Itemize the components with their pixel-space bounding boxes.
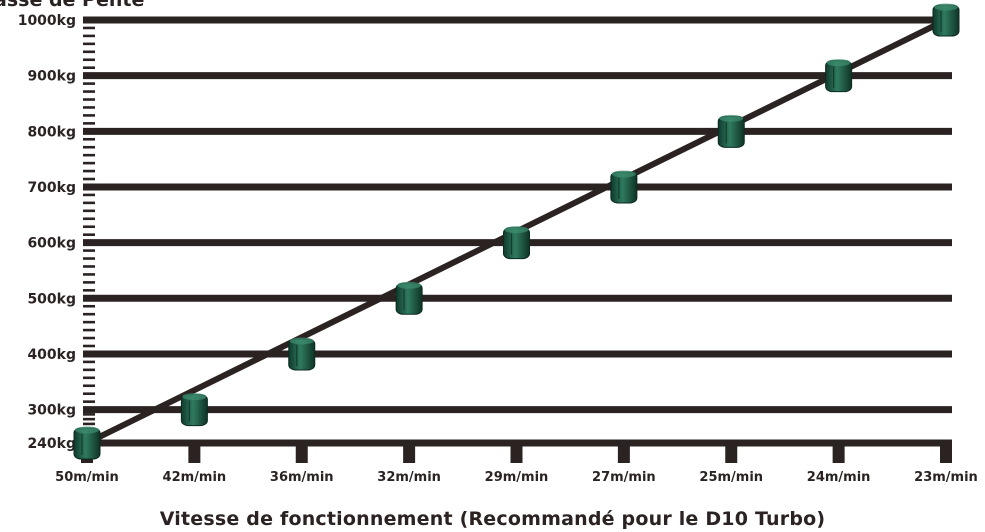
data-marker xyxy=(395,281,423,315)
x-axis-layer: 50m/min 42m/min 36m/min 32m/min 29m/min 27m/m… xyxy=(55,443,978,485)
y-axis-layer: 240kg 300kg 400kg 500kg 600kg 700kg 800kg 900kg… xyxy=(18,13,95,452)
x-tick-label: 50m/min xyxy=(55,470,119,485)
marker-cap xyxy=(504,226,529,234)
x-tick-label: 29m/min xyxy=(485,470,549,485)
y-tick-label: 800kg xyxy=(27,124,76,140)
chart-title: asse de Pente xyxy=(0,0,145,11)
y-tick-label: 300kg xyxy=(27,403,76,419)
marker-cap xyxy=(397,281,422,289)
x-tick-label: 25m/min xyxy=(699,470,763,485)
x-tick-label: 32m/min xyxy=(377,470,441,485)
y-tick-label: 900kg xyxy=(27,69,76,85)
marker-layer xyxy=(73,3,960,460)
x-tick-label: 24m/min xyxy=(807,470,871,485)
y-tick-label: 400kg xyxy=(27,347,76,363)
x-tick xyxy=(403,443,416,463)
x-tick xyxy=(617,443,630,463)
y-tick-label: 700kg xyxy=(27,180,76,196)
x-tick xyxy=(188,443,201,463)
marker-cap xyxy=(611,170,636,178)
data-marker xyxy=(288,337,316,371)
data-marker xyxy=(717,114,745,148)
x-tick xyxy=(832,443,845,463)
x-tick xyxy=(725,443,738,463)
data-marker xyxy=(610,170,638,204)
data-marker xyxy=(503,226,530,260)
x-tick xyxy=(940,443,952,463)
data-marker xyxy=(825,59,853,93)
y-tick-label: 500kg xyxy=(27,291,76,307)
x-tick xyxy=(295,443,308,463)
marker-cap xyxy=(934,3,958,11)
y-tick-label: 1000kg xyxy=(18,13,76,29)
marker-cap xyxy=(182,393,207,401)
marker-cap xyxy=(826,59,851,67)
marker-cap xyxy=(719,114,744,122)
x-tick-label: 27m/min xyxy=(592,470,656,485)
data-marker xyxy=(73,426,101,460)
data-marker xyxy=(180,393,208,427)
data-marker xyxy=(932,3,960,37)
x-tick-label: 42m/min xyxy=(163,470,227,485)
y-tick-label: 240kg xyxy=(27,436,76,452)
marker-cap xyxy=(289,337,314,345)
x-tick-label: 23m/min xyxy=(914,470,978,485)
x-tick xyxy=(510,443,523,463)
marker-cap xyxy=(75,426,99,434)
x-tick-label: 36m/min xyxy=(270,470,334,485)
x-axis-title: Vitesse de fonctionnement (Recommandé po… xyxy=(159,508,826,530)
y-tick-label: 600kg xyxy=(27,236,76,252)
grid-layer xyxy=(83,16,952,447)
